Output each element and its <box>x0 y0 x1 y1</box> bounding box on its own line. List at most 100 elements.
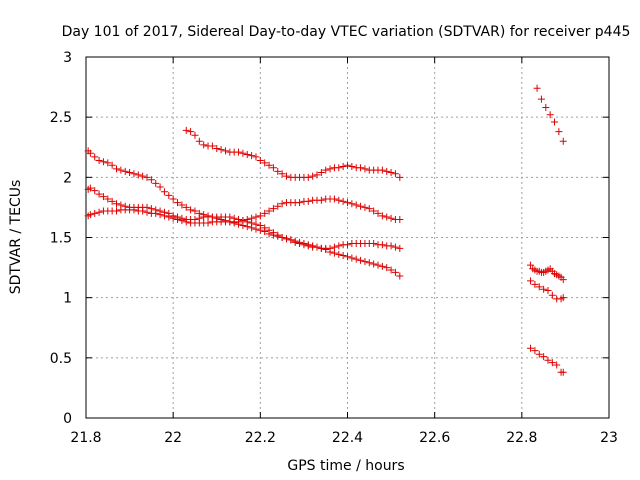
x-tick-label: 21.8 <box>70 430 101 446</box>
data-point <box>235 148 243 156</box>
data-point <box>182 203 190 211</box>
data-point <box>156 211 164 219</box>
data-point <box>322 166 330 174</box>
data-point <box>160 188 168 196</box>
series-satellite-4 <box>182 126 404 181</box>
data-point <box>387 266 395 274</box>
data-point <box>537 95 545 103</box>
data-point <box>160 212 168 220</box>
data-point <box>99 193 107 201</box>
data-point <box>540 285 548 293</box>
data-point <box>195 137 203 145</box>
data-point <box>544 286 552 294</box>
data-point <box>274 202 282 210</box>
series-satellite-2 <box>84 184 404 252</box>
data-point <box>387 169 395 177</box>
data-point <box>335 250 343 258</box>
data-point <box>396 244 404 252</box>
data-point <box>542 104 550 112</box>
data-point <box>370 260 378 268</box>
data-point <box>527 344 535 352</box>
data-point <box>256 212 264 220</box>
data-point <box>357 256 365 264</box>
data-point <box>330 249 338 257</box>
data-point <box>269 164 277 172</box>
series-satellite-3 <box>84 195 404 227</box>
data-point <box>252 153 260 161</box>
data-point <box>86 184 94 192</box>
data-point <box>309 172 317 180</box>
data-point <box>152 209 160 217</box>
x-axis-label: GPS time / hours <box>287 458 404 474</box>
data-point <box>352 255 360 263</box>
data-point <box>559 276 567 284</box>
data-point <box>243 215 251 223</box>
data-point <box>287 236 295 244</box>
data-point <box>239 217 247 225</box>
data-point <box>147 176 155 184</box>
x-tick-label: 22.2 <box>245 430 276 446</box>
axis-ticks: 21.8 22 22.2 22.4 22.6 22.8 23 0 0.5 1 1.5 2 2.5 3 <box>50 50 618 446</box>
data-point <box>383 264 391 272</box>
data-point <box>313 243 321 251</box>
data-point <box>178 201 186 209</box>
data-point <box>182 126 190 134</box>
data-point <box>330 195 338 203</box>
data-point <box>221 147 229 155</box>
data-point <box>117 166 125 174</box>
data-point <box>178 217 186 225</box>
data-point <box>535 283 543 291</box>
data-point <box>378 262 386 270</box>
data-point <box>169 195 177 203</box>
data-point <box>278 200 286 208</box>
data-point <box>304 173 312 181</box>
data-point <box>274 167 282 175</box>
data-point <box>130 206 138 214</box>
data-point <box>383 213 391 221</box>
data-point <box>139 172 147 180</box>
x-tick-label: 23 <box>600 430 618 446</box>
data-point <box>357 164 365 172</box>
data-point <box>248 214 256 222</box>
data-point <box>261 209 269 217</box>
data-point <box>86 211 94 219</box>
x-tick-label: 22.8 <box>506 430 537 446</box>
data-point <box>265 207 273 215</box>
data-point <box>143 208 151 216</box>
y-tick-label: 1.5 <box>50 231 72 247</box>
data-point <box>261 224 269 232</box>
data-point <box>187 206 195 214</box>
data-point <box>182 218 190 226</box>
data-point <box>535 350 543 358</box>
data-point <box>204 219 212 227</box>
data-point <box>95 208 103 216</box>
y-axis-label: SDTVAR / TECUs <box>8 180 24 295</box>
data-point <box>91 209 99 217</box>
grid-lines <box>86 57 609 418</box>
data-point <box>317 196 325 204</box>
data-point <box>335 164 343 172</box>
data-point <box>235 218 243 226</box>
data-point <box>559 368 567 376</box>
data-point <box>256 221 264 229</box>
data-point <box>191 131 199 139</box>
data-point <box>361 165 369 173</box>
data-point <box>391 268 399 276</box>
data-point <box>391 243 399 251</box>
data-point <box>548 359 556 367</box>
y-tick-label: 2 <box>63 170 72 186</box>
data-point <box>370 240 378 248</box>
series-satellite-1 <box>84 147 404 280</box>
data-point <box>269 229 277 237</box>
data-point <box>387 214 395 222</box>
data-point <box>396 272 404 280</box>
data-point <box>339 252 347 260</box>
data-point <box>165 213 173 221</box>
data-point <box>113 207 121 215</box>
data-point <box>113 165 121 173</box>
data-point <box>134 171 142 179</box>
data-point <box>261 159 269 167</box>
y-tick-label: 0.5 <box>50 351 72 367</box>
data-point <box>208 142 216 150</box>
data-point <box>165 191 173 199</box>
